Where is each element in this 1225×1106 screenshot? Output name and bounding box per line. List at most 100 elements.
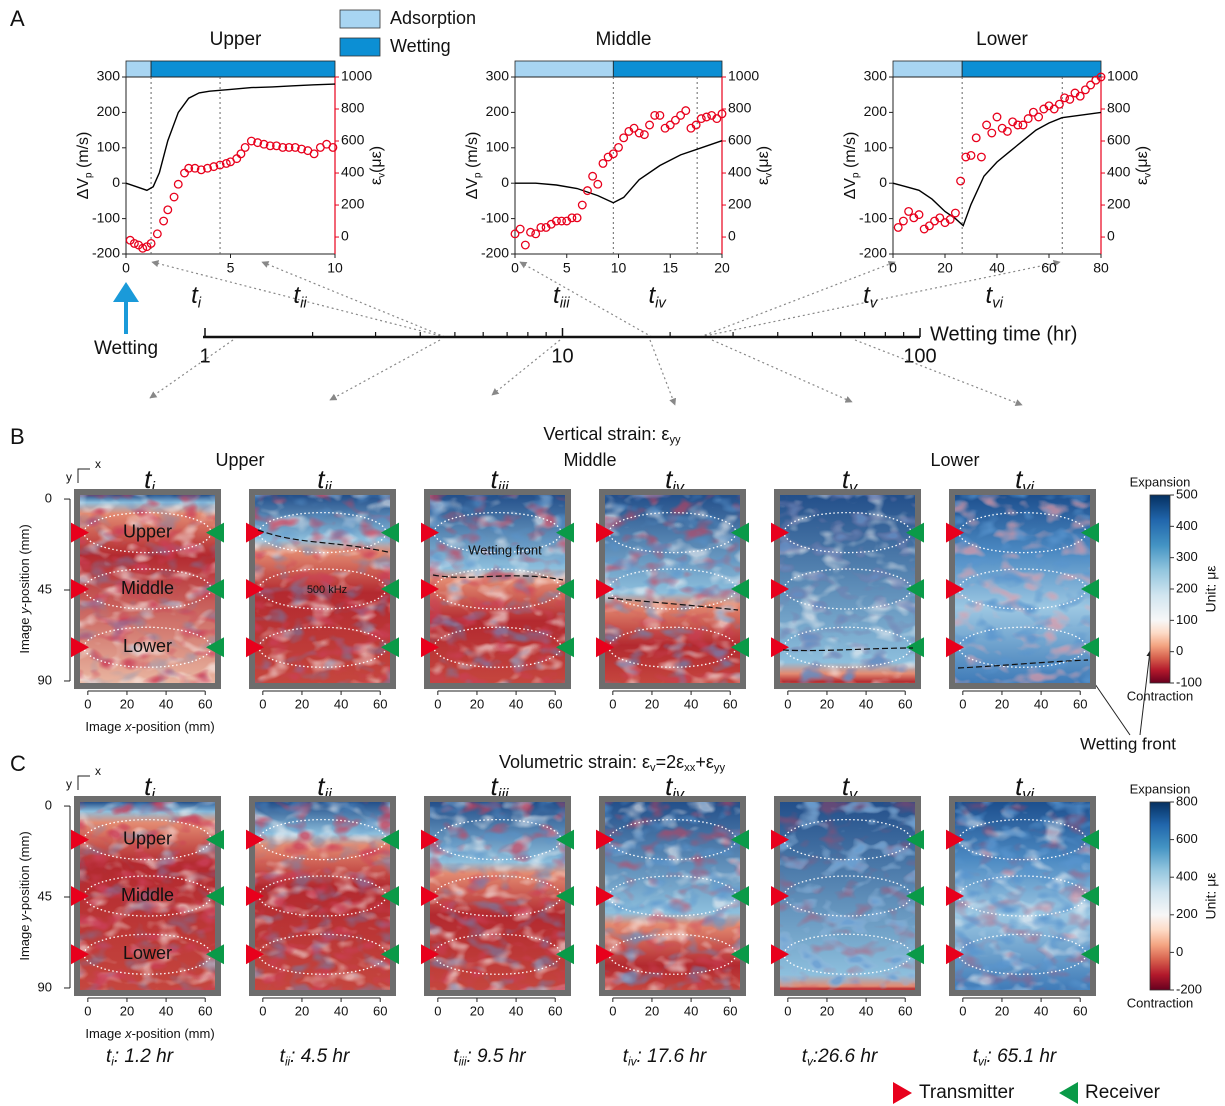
receiver — [906, 829, 924, 850]
y-tick-label: 0 — [112, 174, 120, 190]
data-point — [520, 240, 530, 250]
data-point — [971, 133, 981, 143]
text-part: : 1.2 hr — [114, 1046, 174, 1067]
field-texture — [955, 802, 1090, 990]
data-point — [893, 222, 903, 232]
text-part: ε — [368, 178, 385, 185]
text-part: : 9.5 hr — [466, 1046, 526, 1067]
text-part: -position (mm) — [132, 1026, 215, 1041]
y-tick-label: 200 — [486, 103, 510, 119]
transmitter — [946, 829, 964, 850]
x-tick-label: 60 — [548, 696, 562, 711]
chart-title: Upper — [210, 29, 262, 50]
colorbar-top-label: Expansion — [1130, 474, 1191, 489]
transmitter — [421, 886, 439, 906]
field-texture — [80, 802, 215, 990]
x-tick-label: 40 — [684, 696, 698, 711]
connector — [649, 339, 677, 406]
data-point — [1049, 104, 1059, 114]
y-tick-label: 200 — [97, 103, 121, 119]
y2-tick-label: 0 — [728, 228, 736, 244]
x-axis-label: Image x-position (mm) — [85, 1026, 214, 1041]
wetting-front — [607, 597, 739, 611]
x-tick-label: 20 — [714, 260, 730, 276]
text-part: Image — [85, 719, 125, 734]
y-tick-label: -200 — [859, 245, 887, 261]
transmitter — [596, 637, 614, 658]
receiver — [556, 579, 574, 599]
data-point — [645, 120, 654, 130]
data-point — [290, 142, 300, 152]
connector — [151, 260, 446, 338]
data-point — [1002, 126, 1012, 136]
data-point — [1060, 93, 1070, 103]
transmitter — [71, 944, 89, 965]
subscript: iii — [560, 296, 571, 312]
text-part: t — [491, 464, 500, 494]
data-point — [702, 112, 711, 122]
data-point — [639, 130, 649, 140]
phase-bar — [892, 60, 963, 78]
x-tick-label: 0 — [959, 696, 966, 711]
data-point — [956, 176, 966, 186]
data-point — [914, 210, 924, 220]
data-point — [1096, 72, 1106, 82]
x-tick-label: 40 — [334, 696, 348, 711]
y-tick-label: 200 — [864, 103, 888, 119]
transmitter — [246, 522, 264, 543]
subscript: iv — [628, 1055, 638, 1068]
x-tick-label: 20 — [645, 1003, 659, 1018]
data-point — [253, 138, 263, 148]
colorbar-tick-label: -100 — [1176, 674, 1202, 689]
receiver — [206, 944, 224, 965]
y2-tick-label: 200 — [341, 196, 365, 212]
text-part: t — [802, 1046, 808, 1067]
text-part: t — [863, 282, 871, 309]
transmitter — [246, 944, 264, 965]
data-point — [551, 216, 561, 226]
colorbar — [1149, 801, 1171, 991]
column-label: tiii — [491, 771, 509, 804]
text-part: : 17.6 hr — [637, 1046, 707, 1067]
phase-bar — [961, 60, 1102, 78]
text-part: (με) — [368, 146, 385, 173]
x-tick-label: 0 — [84, 696, 91, 711]
y-tick-label: 100 — [864, 139, 888, 155]
data-point — [650, 110, 660, 120]
data-point — [691, 120, 701, 130]
subscript: v — [1142, 173, 1153, 178]
subscript: i — [111, 1055, 114, 1068]
data-point — [670, 115, 680, 125]
colorbar-bottom-label: Contraction — [1127, 688, 1193, 703]
data-point — [159, 216, 169, 226]
text-part: t — [553, 282, 561, 309]
region-label: Middle — [121, 885, 174, 905]
field-texture — [80, 495, 215, 683]
data-point — [138, 243, 148, 253]
data-point — [163, 205, 173, 215]
receiver — [731, 637, 749, 658]
colorbar-tick-label: 0 — [1176, 944, 1183, 959]
data-point — [215, 160, 225, 170]
data-point — [240, 142, 250, 152]
transmitter — [771, 637, 789, 658]
data-line — [892, 111, 1102, 227]
time-caption: ti: 1.2 hr — [106, 1046, 174, 1068]
field-texture — [255, 802, 390, 990]
x-tick-label: 80 — [1093, 260, 1109, 276]
receiver — [731, 829, 749, 850]
x-tick-label: 60 — [198, 696, 212, 711]
data-point — [297, 144, 307, 154]
data-point — [531, 229, 541, 239]
data-point — [557, 216, 567, 226]
receiver — [381, 829, 399, 850]
section-title: Lower — [930, 450, 979, 470]
data-point — [284, 142, 294, 152]
region-label: Middle — [121, 578, 174, 598]
x-tick-label: 0 — [784, 1003, 791, 1018]
panel-label: A — [10, 6, 25, 31]
wetting-front — [957, 659, 1089, 669]
text-part: t — [665, 464, 674, 494]
receiver — [906, 637, 924, 658]
time-axis-label: Wetting time (hr) — [930, 323, 1077, 345]
